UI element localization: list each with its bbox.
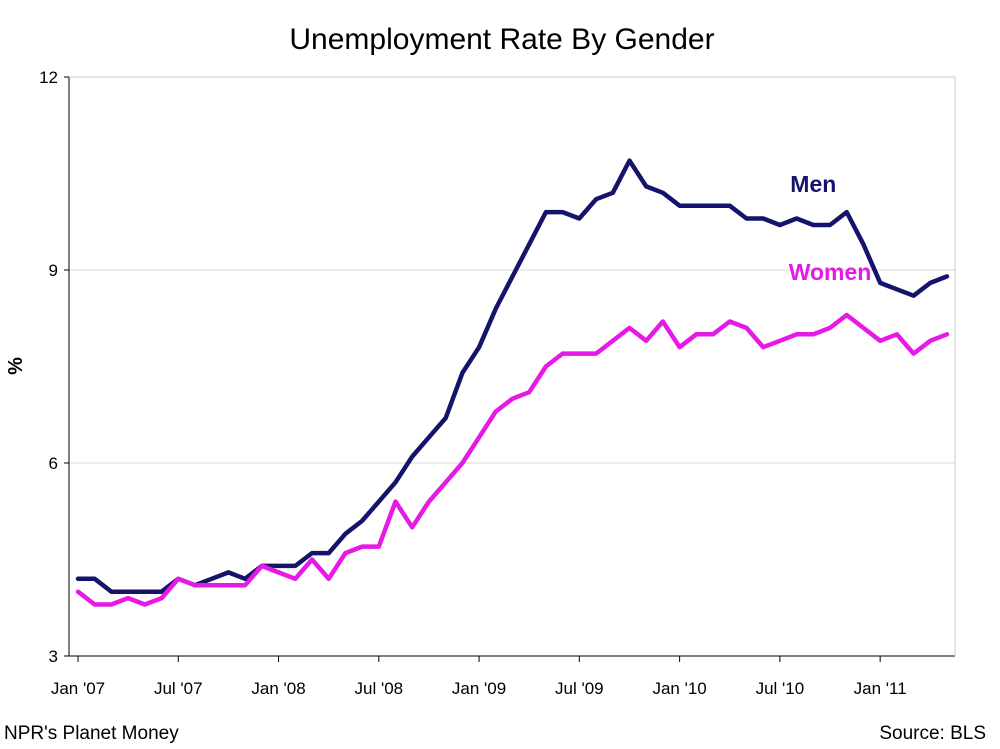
y-tick-label: 12: [39, 68, 58, 87]
footer-source: Source: BLS: [879, 723, 986, 744]
footer-credit: NPR's Planet Money: [4, 723, 179, 744]
y-tick-label: 9: [49, 261, 58, 280]
x-tick-label: Jul '10: [756, 679, 805, 698]
series-labels: Men Women: [789, 171, 872, 285]
series-label-women: Women: [789, 259, 872, 285]
series-label-men: Men: [790, 171, 836, 197]
series-lines: [75, 158, 950, 607]
x-tick-label: Jul '09: [555, 679, 604, 698]
y-axis-label: %: [5, 357, 27, 375]
axes: 3 6 9 12 Jan '07 Jul '07 Jan '08 Jul '08 Jan '09…: [39, 68, 956, 698]
series-line-men: [75, 158, 950, 594]
x-tick-label: Jul '07: [154, 679, 203, 698]
x-tick-label: Jan '11: [854, 679, 907, 698]
x-tick-label: Jan '10: [652, 679, 706, 698]
x-tick-label: Jan '09: [452, 679, 506, 698]
y-tick-label: 3: [49, 647, 58, 666]
x-tick-label: Jan '08: [251, 679, 305, 698]
x-tick-label: Jul '08: [355, 679, 404, 698]
y-tick-label: 6: [49, 454, 58, 473]
chart-title: Unemployment Rate By Gender: [289, 23, 714, 56]
series-line-women: [75, 312, 950, 607]
x-tick-label: Jan '07: [51, 679, 105, 698]
